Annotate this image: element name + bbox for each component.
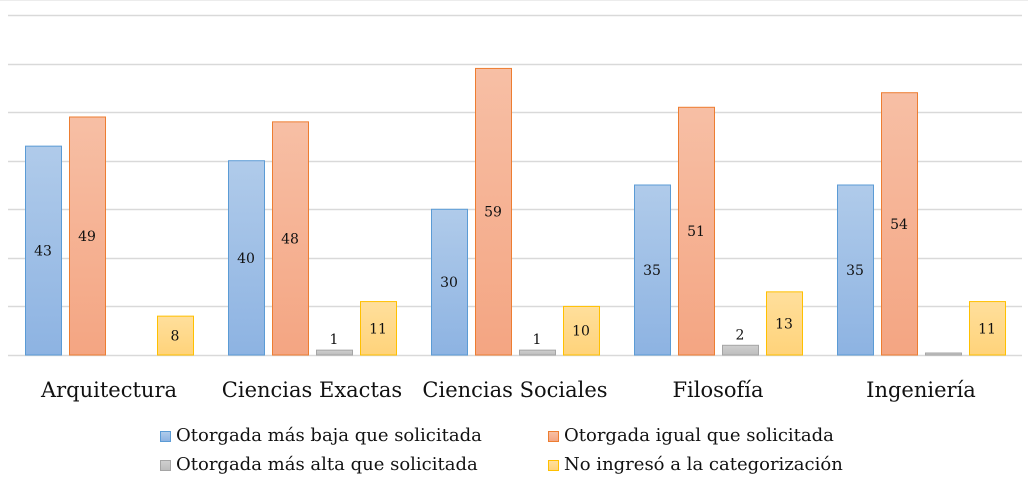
legend-swatch-lower <box>160 430 171 442</box>
legend-item-higher: Otorgada más alta que solicitada <box>160 453 548 477</box>
data-label: 2 <box>736 327 745 343</box>
data-label: 11 <box>978 321 996 337</box>
bar <box>69 116 106 356</box>
bar <box>837 184 874 356</box>
category-label: Ciencias Exactas <box>222 378 402 402</box>
data-label: 35 <box>846 263 864 279</box>
data-label: 11 <box>369 321 387 337</box>
bar <box>563 305 600 356</box>
category-label: Ingeniería <box>866 378 976 402</box>
bar <box>969 301 1006 356</box>
bar <box>678 106 715 356</box>
bar <box>431 208 468 356</box>
data-label: 1 <box>330 332 339 348</box>
bar <box>157 315 194 356</box>
legend-item-lower: Otorgada más baja que solicitada <box>160 424 548 448</box>
data-label: 59 <box>484 205 502 221</box>
bar <box>634 184 671 356</box>
data-label: 40 <box>237 251 255 267</box>
bar <box>360 301 397 356</box>
bar <box>519 349 556 356</box>
legend-swatch-higher <box>160 459 171 471</box>
data-label: 13 <box>775 316 793 332</box>
data-label: 35 <box>643 263 661 279</box>
category-label: Arquitectura <box>40 378 177 402</box>
bars <box>25 67 1006 356</box>
bar <box>25 145 62 356</box>
data-label: 1 <box>533 332 542 348</box>
data-label: 43 <box>34 244 52 260</box>
category-labels: Arquitectura Ciencias Exactas Ciencias Soc… <box>40 378 976 402</box>
data-label: 30 <box>440 275 458 291</box>
legend-item-equal: Otorgada igual que solicitada <box>548 424 868 448</box>
legend-label-equal: Otorgada igual que solicitada <box>564 425 834 446</box>
bar <box>766 291 803 356</box>
data-label: 54 <box>890 217 908 233</box>
bar <box>475 67 512 356</box>
bar <box>316 349 353 356</box>
data-label: 8 <box>171 329 180 345</box>
data-label: 48 <box>281 231 299 247</box>
legend-swatch-not-entered <box>548 459 559 471</box>
bar <box>272 121 309 356</box>
bar <box>722 344 759 356</box>
legend-item-not-entered: No ingresó a la categorización <box>548 453 868 477</box>
category-label: Ciencias Sociales <box>422 378 607 402</box>
data-label: 51 <box>687 224 705 240</box>
category-label: Filosofía <box>672 378 763 402</box>
legend-label-higher: Otorgada más alta que solicitada <box>176 454 478 475</box>
legend-label-not-entered: No ingresó a la categorización <box>564 454 843 475</box>
legend: Otorgada más baja que solicitada Otorgad… <box>160 424 880 477</box>
bar <box>881 92 918 356</box>
data-label: 49 <box>78 229 96 245</box>
bar <box>228 160 265 356</box>
gridlines <box>0 0 1028 357</box>
data-label: 10 <box>572 324 590 340</box>
legend-swatch-equal <box>548 430 559 442</box>
legend-label-lower: Otorgada más baja que solicitada <box>176 425 482 446</box>
bar <box>925 352 962 356</box>
